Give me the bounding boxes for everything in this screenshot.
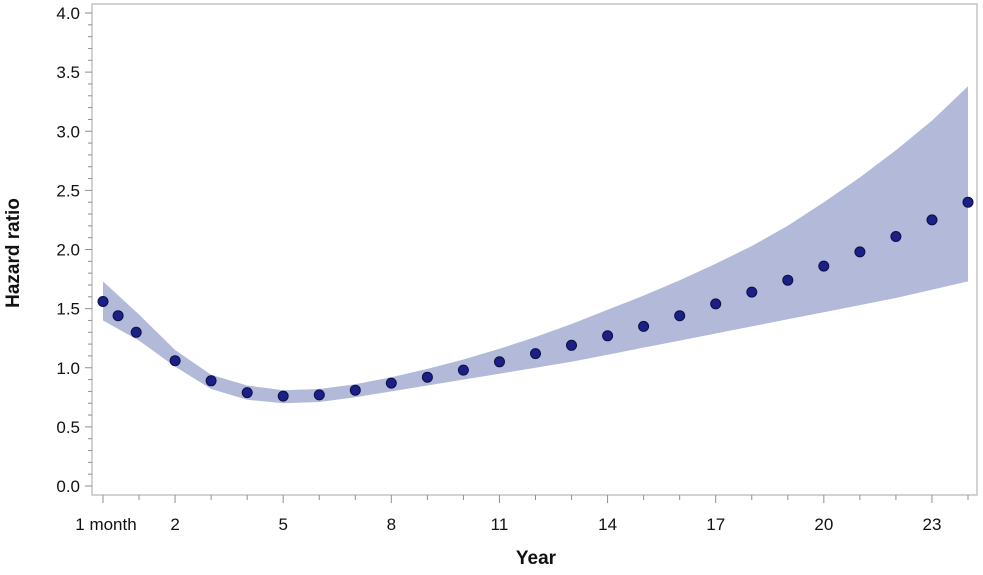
y-tick-label: 3.0	[56, 122, 80, 141]
x-axis-title: Year	[516, 548, 557, 569]
data-point	[890, 231, 902, 242]
data-point	[494, 356, 505, 368]
y-tick-label: 0.0	[56, 477, 80, 496]
y-tick-label: 0.5	[56, 418, 80, 437]
data-point	[349, 384, 361, 396]
y-tick-label: 3.5	[56, 63, 80, 82]
data-point	[710, 298, 722, 310]
confidence-interval-band	[103, 86, 968, 404]
axes-layer: 0.0 0.5 1.0 1.5 2.0 2.5 3.0 3.5 4.0 1 month 2 5 8 11 1…	[56, 4, 969, 534]
x-tick-label: 14	[598, 515, 617, 534]
data-point	[385, 377, 397, 389]
x-tick-label: 5	[278, 515, 287, 534]
data-point	[112, 310, 124, 322]
y-tick-label: 2.0	[56, 241, 80, 260]
data-point	[205, 375, 217, 387]
data-point	[421, 371, 433, 383]
x-tick-label: 23	[922, 515, 941, 534]
data-point	[530, 348, 541, 360]
data-point	[854, 246, 866, 258]
data-point	[746, 286, 758, 298]
data-point	[566, 339, 577, 351]
data-point	[313, 389, 325, 401]
data-point	[602, 330, 614, 342]
data-point	[926, 214, 938, 226]
x-tick-label: 17	[706, 515, 725, 534]
data-point	[782, 274, 794, 286]
y-axis-title: Hazard ratio	[3, 198, 24, 308]
y-tick-label: 2.5	[56, 181, 80, 200]
confidence-band-layer	[103, 86, 968, 404]
data-points-layer	[97, 196, 974, 402]
data-point	[277, 390, 289, 402]
data-point	[241, 387, 253, 399]
data-point	[169, 355, 181, 367]
data-point	[638, 320, 650, 332]
data-point	[962, 196, 974, 208]
x-tick-label: 20	[814, 515, 833, 534]
data-point	[674, 310, 686, 322]
data-point	[457, 364, 469, 376]
data-point	[818, 260, 830, 272]
y-tick-label: 4.0	[56, 4, 80, 23]
y-tick-label: 1.5	[56, 300, 80, 319]
x-tick-label: 1 month	[75, 515, 136, 534]
data-point	[130, 326, 142, 338]
y-tick-label: 1.0	[56, 359, 80, 378]
data-point	[97, 296, 109, 307]
x-tick-label: 2	[170, 515, 179, 534]
x-tick-label: 11	[491, 515, 509, 534]
x-tick-label: 8	[387, 515, 396, 534]
